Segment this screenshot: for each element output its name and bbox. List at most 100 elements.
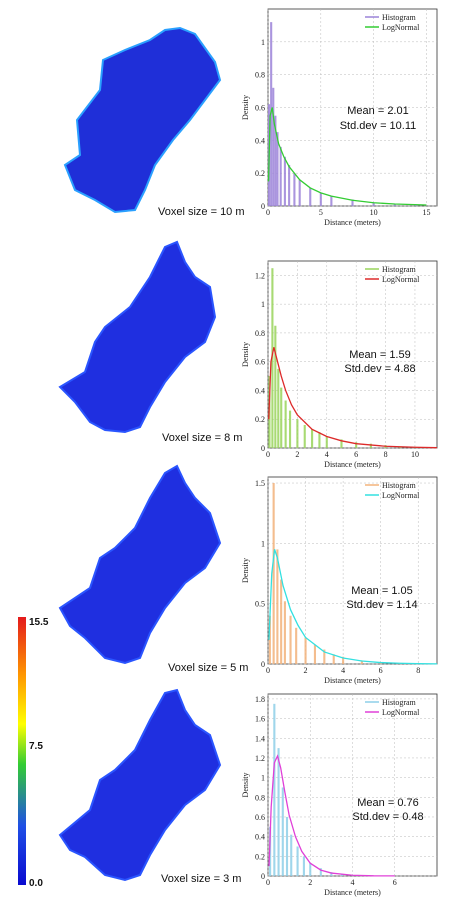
x-axis-label: Distance (meters) [324,218,381,227]
histogram-bar [285,816,289,876]
voxel-map-10 [63,26,222,214]
mean-label: Mean = 2.01 [347,105,409,117]
histogram-bar [279,146,282,206]
y-tick-label: 1.8 [255,695,265,704]
histogram-bar [340,439,343,448]
y-tick-label: 0.5 [255,600,265,609]
histogram-bar [309,863,312,876]
histogram-bar [313,644,317,664]
legend-label: LogNormal [382,708,420,717]
histogram-bar [276,132,279,206]
plot-area [267,476,438,665]
histogram-bar [280,387,283,448]
x-tick-label: 0 [266,878,270,887]
y-tick-label: 1.5 [255,479,265,488]
x-tick-label: 2 [304,666,308,675]
mean-label: Mean = 0.76 [357,797,419,809]
y-tick-label: 0 [261,872,265,881]
histogram-bar [271,268,274,448]
x-tick-label: 10 [411,450,419,459]
histogram-bar [311,429,314,448]
histogram-bar [295,627,298,664]
y-tick-label: 1 [261,300,265,309]
chart-3: 0 2 4 6 8 0 0.5 1 1.5 Distance (meters) Density His… [241,476,438,685]
panel-voxel-10: Voxel size = 10 m 0 5 10 15 0 0.2 0.4 0.6 0.8 1 Di… [0,0,474,230]
histogram-bar [318,432,321,448]
histogram-bar [304,637,307,664]
x-tick-label: 6 [393,878,397,887]
x-tick-label: 0 [266,666,270,675]
colorbar-min-label: 0.0 [29,878,43,889]
voxel-size-label: Voxel size = 5 m [168,662,249,674]
panel-voxel-5: Voxel size = 5 m 0 2 4 6 8 0 0.5 1 1.5 Distance (… [0,458,474,685]
legend-label: Histogram [382,265,417,274]
histogram-bar [325,436,328,448]
histogram-bar [293,173,296,206]
voxel-size-label: Voxel size = 10 m [158,206,245,218]
map-footprint [58,240,217,434]
histogram-bar [332,654,335,664]
chart-4: 0 2 4 6 0 0.2 0.4 0.6 0.8 1 1.2 1.4 1.6 1.8 Distance (… [241,693,438,897]
std-dev-label: Std.dev = 4.88 [344,363,416,375]
mean-label: Mean = 1.05 [351,585,413,597]
map-footprint [63,26,222,214]
y-tick-label: 1.2 [255,754,265,763]
x-tick-label: 8 [384,450,388,459]
y-axis-label: Density [241,773,250,798]
std-dev-label: Std.dev = 1.14 [346,599,418,611]
histogram-bar [274,325,277,448]
chart-2: 0 2 4 6 8 10 0 0.2 0.4 0.6 0.8 1 1.2 Distance (meters… [241,260,438,469]
y-tick-label: 0.4 [255,136,265,145]
histogram-bar [340,874,343,876]
y-axis-label: Density [241,558,250,583]
histogram-bar [283,156,286,206]
y-tick-label: 0.2 [255,852,265,861]
histogram-bar [272,87,275,206]
x-tick-label: 5 [319,208,323,217]
x-tick-label: 6 [379,666,383,675]
histogram-bar [288,410,292,448]
panel-voxel-8: Voxel size = 8 m 0 2 4 6 8 10 0 0.2 0.4 0.6 0.8 1 1.… [0,232,474,469]
x-tick-label: 4 [351,878,355,887]
y-tick-label: 0.8 [255,71,265,80]
legend-label: LogNormal [382,275,420,284]
map-footprint [58,464,222,665]
x-axis-label: Distance (meters) [324,460,381,469]
y-tick-label: 0.8 [255,329,265,338]
histogram-bar [298,179,301,206]
y-tick-label: 0.6 [255,104,265,113]
y-tick-label: 0.4 [255,833,265,842]
y-tick-label: 0.8 [255,793,265,802]
plot-area [267,693,438,877]
x-tick-label: 0 [266,450,270,459]
lognormal-curve [268,347,438,449]
y-tick-label: 0 [261,660,265,669]
y-tick-label: 0 [261,202,265,211]
colorbar-max-label: 15.5 [29,617,49,628]
chart-1: 0 5 10 15 0 0.2 0.4 0.6 0.8 1 Distance (meters) Den… [241,8,438,227]
y-tick-label: 0.6 [255,813,265,822]
histogram-bar [303,424,306,448]
legend-label: LogNormal [382,23,420,32]
y-tick-label: 1 [261,38,265,47]
histogram-bar [276,549,279,664]
histogram-bar [273,703,276,876]
histogram-bar [281,787,284,876]
lognormal-curve [268,549,438,665]
std-dev-label: Std.dev = 0.48 [352,811,424,823]
histogram-bar [288,164,291,206]
histogram-bar [284,400,287,448]
histogram-bar [342,656,345,664]
plot-area [267,260,438,449]
std-dev-label: Std.dev = 10.11 [339,120,417,132]
histogram-bar [414,205,417,206]
histogram-bar [393,204,396,206]
voxel-size-label: Voxel size = 3 m [161,873,242,885]
lognormal-curve [268,754,395,877]
histogram-bar [274,115,277,206]
legend-label: Histogram [382,13,417,22]
histogram-bar [272,483,275,664]
y-tick-label: 1 [261,539,265,548]
x-tick-label: 4 [325,450,329,459]
histogram-bar [360,660,363,664]
